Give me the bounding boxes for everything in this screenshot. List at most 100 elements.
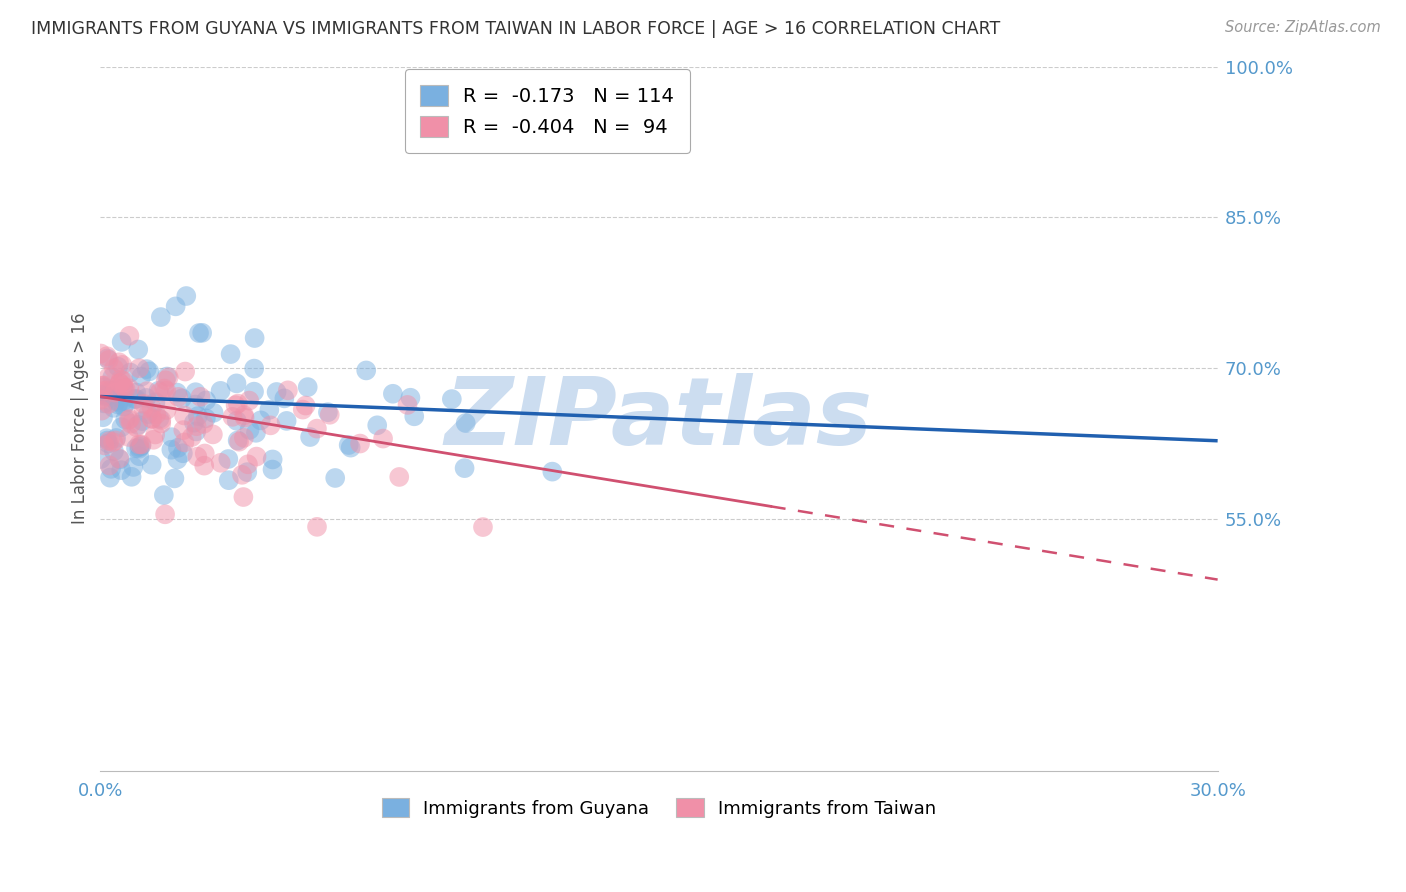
Point — [396, 398, 419, 412]
Point — [166, 385, 188, 400]
Point — [97, 397, 120, 411]
Point — [228, 434, 250, 449]
Point — [108, 451, 131, 466]
Point — [186, 450, 208, 464]
Point — [262, 452, 284, 467]
Point — [245, 450, 267, 464]
Point — [243, 361, 266, 376]
Point — [143, 427, 166, 442]
Point — [104, 385, 127, 400]
Point — [105, 431, 128, 445]
Point — [128, 442, 150, 456]
Point — [354, 363, 377, 377]
Point — [319, 408, 342, 422]
Point — [201, 427, 224, 442]
Point — [114, 382, 136, 396]
Point — [294, 399, 316, 413]
Point — [166, 452, 188, 467]
Point — [120, 417, 142, 431]
Point — [138, 364, 160, 378]
Point — [97, 370, 120, 384]
Point — [107, 397, 129, 411]
Point — [454, 416, 477, 430]
Point — [226, 396, 249, 410]
Point — [128, 437, 150, 451]
Point — [141, 458, 163, 472]
Point — [149, 385, 172, 400]
Point — [107, 395, 129, 409]
Point — [157, 370, 180, 384]
Point — [98, 470, 121, 484]
Point — [112, 394, 135, 409]
Point — [112, 400, 135, 414]
Point — [110, 463, 132, 477]
Point — [173, 435, 195, 450]
Point — [118, 381, 141, 395]
Point — [249, 413, 271, 427]
Point — [128, 440, 150, 454]
Point — [118, 413, 141, 427]
Point — [188, 326, 211, 340]
Point — [141, 401, 163, 415]
Point — [98, 434, 121, 449]
Point — [299, 430, 322, 444]
Point — [91, 388, 114, 402]
Point — [104, 434, 127, 448]
Point — [103, 444, 125, 458]
Point — [194, 411, 217, 425]
Point — [141, 411, 163, 425]
Point — [155, 403, 177, 417]
Point — [111, 379, 134, 393]
Point — [180, 430, 202, 444]
Point — [453, 461, 475, 475]
Point — [93, 378, 115, 392]
Point — [110, 420, 132, 434]
Point — [323, 471, 346, 485]
Point — [349, 436, 371, 450]
Point — [96, 349, 118, 363]
Point — [366, 418, 388, 433]
Point — [262, 462, 284, 476]
Point — [160, 442, 183, 457]
Point — [167, 390, 190, 404]
Point — [337, 438, 360, 452]
Point — [404, 409, 426, 424]
Text: ZIPatlas: ZIPatlas — [444, 373, 873, 465]
Point — [117, 395, 139, 409]
Point — [193, 417, 215, 431]
Point — [194, 446, 217, 460]
Point — [440, 392, 463, 406]
Point — [100, 462, 122, 476]
Point — [160, 430, 183, 444]
Point — [125, 420, 148, 434]
Point — [93, 396, 115, 410]
Y-axis label: In Labor Force | Age > 16: In Labor Force | Age > 16 — [72, 313, 89, 524]
Point — [97, 353, 120, 368]
Point — [94, 387, 117, 401]
Point — [167, 441, 190, 455]
Point — [131, 414, 153, 428]
Point — [174, 365, 197, 379]
Point — [110, 373, 132, 387]
Point — [184, 398, 207, 412]
Point — [153, 488, 176, 502]
Point — [108, 355, 131, 369]
Point — [238, 423, 260, 437]
Point — [91, 378, 114, 392]
Point — [541, 465, 564, 479]
Point — [156, 369, 179, 384]
Point — [148, 384, 170, 398]
Point — [142, 433, 165, 447]
Point — [236, 465, 259, 479]
Point — [148, 411, 170, 425]
Point — [305, 422, 328, 436]
Point — [90, 392, 112, 407]
Point — [118, 328, 141, 343]
Point — [273, 392, 295, 406]
Point — [125, 392, 148, 406]
Point — [155, 373, 177, 387]
Point — [150, 413, 173, 427]
Point — [94, 390, 117, 404]
Point — [399, 391, 422, 405]
Point — [371, 432, 394, 446]
